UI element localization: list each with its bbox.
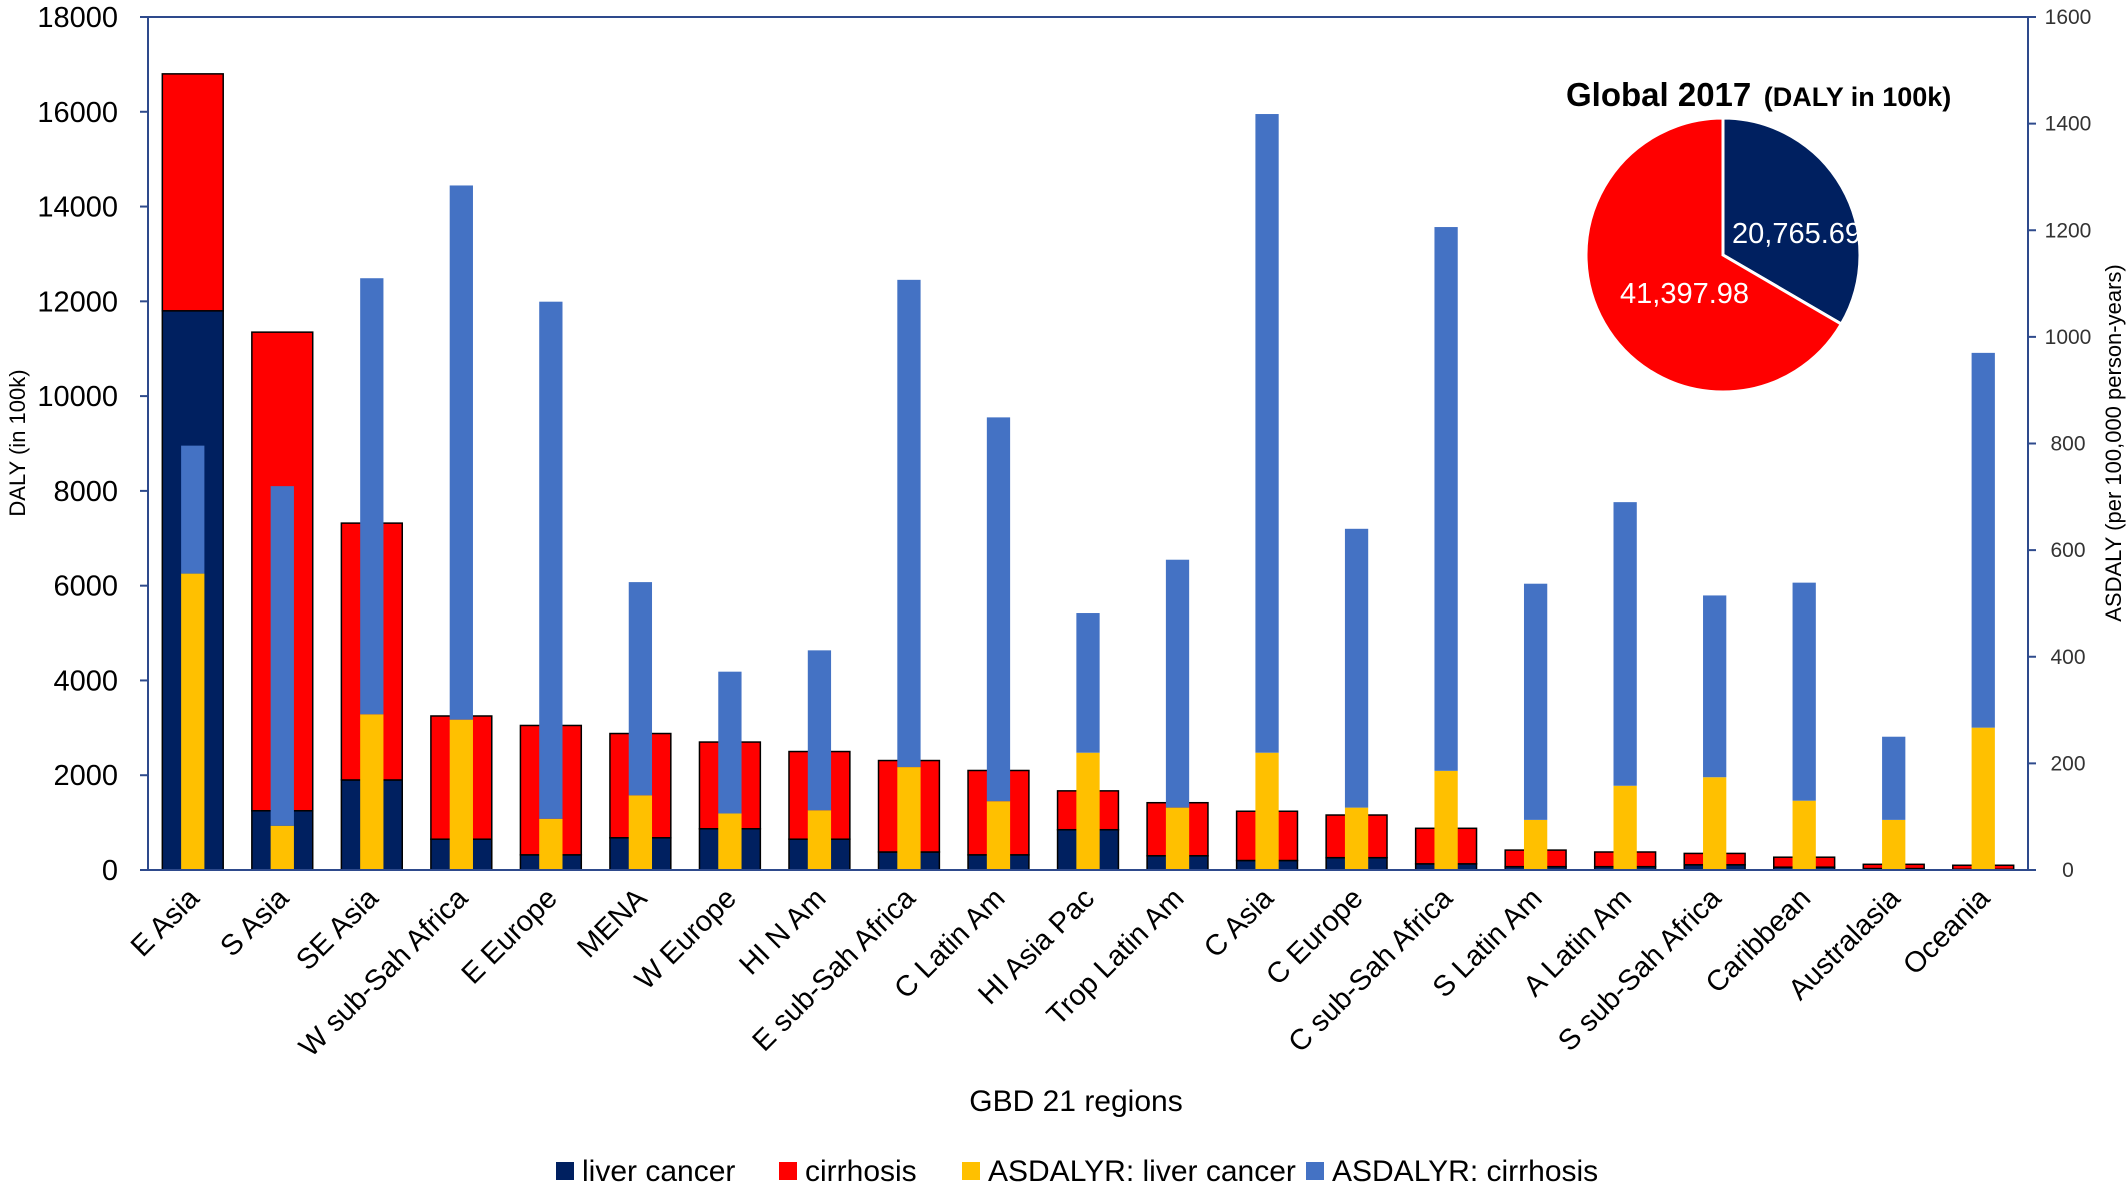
bar-asdalyr-cirrhosis xyxy=(270,486,294,826)
bar-asdalyr-liver-cancer xyxy=(1792,800,1816,870)
bar-asdalyr-cirrhosis xyxy=(539,301,563,819)
bar-asdalyr-cirrhosis xyxy=(897,279,921,768)
x-category-label: MENA xyxy=(571,882,653,964)
bar-asdalyr-cirrhosis xyxy=(360,278,384,715)
y-tick-label: 14000 xyxy=(37,192,118,224)
bar-series xyxy=(161,73,2015,871)
bar-asdalyr-liver-cancer xyxy=(628,795,653,870)
pie-slice-label: 20,765.69 xyxy=(1732,218,1861,250)
bar-asdalyr-cirrhosis xyxy=(718,671,742,814)
y-tick-label: 2000 xyxy=(53,760,118,792)
y2-tick-label: 1600 xyxy=(2045,6,2092,29)
x-category-label: Oceania xyxy=(1897,882,1997,982)
bar-asdalyr-cirrhosis xyxy=(1165,559,1190,808)
x-category-label: C Asia xyxy=(1198,882,1281,965)
y-tick-label: 12000 xyxy=(37,286,118,318)
bar-asdalyr-liver-cancer xyxy=(718,813,742,870)
bar-asdalyr-liver-cancer xyxy=(1971,727,1995,870)
y2-tick-label: 400 xyxy=(2050,646,2085,669)
y-tick-label: 10000 xyxy=(37,381,118,413)
bar-asdalyr-cirrhosis xyxy=(1703,595,1727,778)
y-tick-label: 0 xyxy=(102,855,118,887)
bar-asdalyr-liver-cancer xyxy=(1255,752,1279,870)
legend-swatch xyxy=(1306,1162,1324,1180)
bar-asdalyr-cirrhosis xyxy=(449,185,473,720)
legend: liver cancer cirrhosis ASDALYR: liver canc… xyxy=(556,1155,1598,1188)
bar-asdalyr-liver-cancer xyxy=(986,801,1011,870)
bar-asdalyr-cirrhosis xyxy=(1344,528,1369,808)
bar-asdalyr-cirrhosis xyxy=(1076,613,1100,753)
bar-asdalyr-liver-cancer xyxy=(897,767,921,870)
bar-asdalyr-cirrhosis xyxy=(1255,114,1279,753)
bar-asdalyr-liver-cancer xyxy=(1076,752,1100,870)
bar-asdalyr-cirrhosis xyxy=(1882,736,1906,820)
legend-swatch xyxy=(556,1162,574,1180)
bar-asdalyr-liver-cancer xyxy=(1434,770,1458,870)
bar-asdalyr-cirrhosis xyxy=(1792,582,1816,801)
x-category-label: E Europe xyxy=(456,882,564,990)
x-category-label: W sub-Sah Africa xyxy=(293,882,475,1064)
y2-tick-label: 1200 xyxy=(2045,219,2092,242)
legend-label: cirrhosis xyxy=(805,1155,917,1188)
y-tick-label: 6000 xyxy=(53,571,118,603)
pie-slice-label: 41,397.98 xyxy=(1620,278,1749,310)
y2-tick-label: 1400 xyxy=(2045,113,2092,136)
y2-tick-label: 800 xyxy=(2050,433,2085,456)
pie-chart: Global 2017 (DALY in 100k) 20,765.69 41,3… xyxy=(1566,76,1951,394)
bar-asdalyr-cirrhosis xyxy=(181,445,205,574)
bar-asdalyr-liver-cancer xyxy=(360,714,384,870)
y2-tick-label: 600 xyxy=(2050,539,2085,562)
legend-label: liver cancer xyxy=(582,1155,735,1188)
bar-asdalyr-liver-cancer xyxy=(539,818,563,870)
bar-asdalyr-liver-cancer xyxy=(270,825,294,870)
bar-asdalyr-liver-cancer xyxy=(1703,777,1727,870)
x-category-label: C sub-Sah Africa xyxy=(1283,882,1460,1059)
legend-swatch xyxy=(779,1162,797,1180)
bar-asdalyr-cirrhosis xyxy=(1523,583,1548,820)
bar-asdalyr-cirrhosis xyxy=(628,582,653,796)
y-tick-label: 4000 xyxy=(53,665,118,697)
bar-asdalyr-cirrhosis xyxy=(1613,502,1637,786)
bar-asdalyr-cirrhosis xyxy=(1971,352,1995,728)
bar-asdalyr-liver-cancer xyxy=(1344,807,1369,870)
pie-title-suffix: (DALY in 100k) xyxy=(1764,82,1952,112)
x-axis-title: GBD 21 regions xyxy=(969,1085,1182,1118)
bar-asdalyr-liver-cancer xyxy=(1882,819,1906,870)
x-category-label: S Asia xyxy=(214,882,295,963)
left-y-axis-ticks: 0 2000 4000 6000 8000 10000 12000 14000 16000 180… xyxy=(37,2,148,887)
pie-title: Global 2017 (DALY in 100k) xyxy=(1566,76,1951,113)
x-category-label: S sub-Sah Africa xyxy=(1552,882,1728,1058)
bar-asdalyr-liver-cancer xyxy=(807,810,832,870)
bar-asdalyr-cirrhosis xyxy=(1434,227,1458,771)
y2-tick-label: 200 xyxy=(2050,752,2085,775)
y-tick-label: 16000 xyxy=(37,97,118,129)
y2-axis-label: ASDALY (per 100,000 person-years) xyxy=(2101,264,2126,622)
pie-title-main: Global 2017 xyxy=(1566,76,1751,113)
pie-slice xyxy=(1721,116,1862,327)
legend-label: ASDALYR: cirrhosis xyxy=(1332,1155,1598,1188)
bar-asdalyr-liver-cancer xyxy=(181,573,205,870)
y-tick-label: 8000 xyxy=(53,476,118,508)
legend-label: ASDALYR: liver cancer xyxy=(988,1155,1296,1188)
y-axis-label: DALY (in 100k) xyxy=(5,369,30,516)
bar-asdalyr-liver-cancer xyxy=(449,719,473,870)
bar-asdalyr-cirrhosis xyxy=(986,417,1011,802)
pie-slice xyxy=(1584,116,1844,394)
bar-asdalyr-cirrhosis xyxy=(807,650,832,811)
x-category-label: E Asia xyxy=(125,882,206,963)
y2-tick-label: 1000 xyxy=(2045,326,2092,349)
y-tick-label: 18000 xyxy=(37,2,118,34)
y2-tick-label: 0 xyxy=(2062,859,2074,882)
x-category-label: E sub-Sah Africa xyxy=(747,882,923,1058)
bar-asdalyr-liver-cancer xyxy=(1165,807,1190,870)
bar-cirrhosis xyxy=(161,73,224,312)
legend-swatch xyxy=(962,1162,980,1180)
right-y-axis-ticks: 0 200 400 600 800 1000 1200 1400 1600 xyxy=(2028,6,2091,882)
bar-asdalyr-liver-cancer xyxy=(1613,785,1637,870)
bar-asdalyr-liver-cancer xyxy=(1523,819,1548,870)
